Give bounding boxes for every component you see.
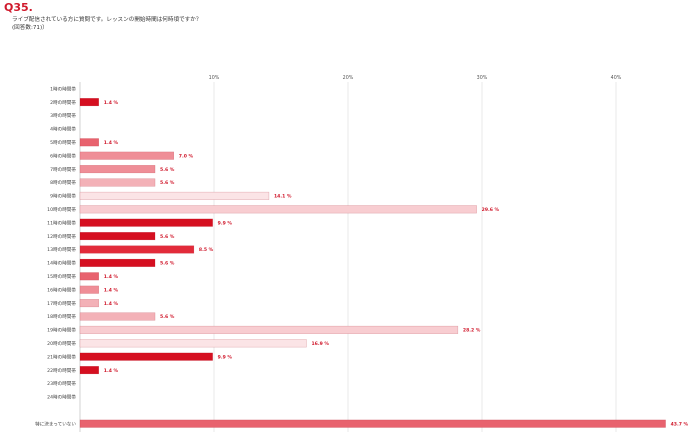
category-label: 6時の時間帯 [50, 152, 76, 159]
value-label: 43.7 % [671, 421, 689, 427]
category-label: 11時の時間帯 [47, 219, 76, 226]
category-label: 2時の時間帯 [50, 99, 76, 106]
category-label: 18時の時間帯 [47, 313, 76, 320]
value-label: 9.9 % [218, 354, 233, 360]
value-label: 5.6 % [160, 167, 175, 173]
bar [79, 285, 99, 294]
bar [79, 245, 195, 254]
bar [79, 232, 156, 241]
category-label: 17時の時間帯 [47, 300, 76, 307]
category-label: 19時の時間帯 [47, 327, 76, 334]
bar [79, 191, 270, 200]
category-label: 5時の時間帯 [50, 139, 76, 146]
category-label: 1時の時間帯 [50, 85, 76, 92]
bar [79, 205, 477, 214]
value-label: 1.4 % [104, 301, 119, 307]
bar [79, 325, 459, 334]
response-count-note: (回答数:71)） [12, 25, 48, 31]
value-label: 1.4 % [104, 140, 119, 146]
category-label: 8時の時間帯 [50, 179, 76, 186]
value-label: 5.6 % [160, 180, 175, 186]
bar [79, 272, 99, 281]
question-number: Q35. [4, 1, 33, 14]
category-label: 16時の時間帯 [47, 286, 76, 293]
value-label: 1.4 % [104, 368, 119, 374]
x-tick-label: 40% [611, 75, 622, 81]
x-tick-label: 20% [343, 75, 354, 81]
bar [79, 366, 99, 375]
bar [79, 299, 99, 308]
value-label: 1.4 % [104, 274, 119, 280]
category-label: 特に決まっていない [35, 420, 76, 427]
category-label: 9時の時間帯 [50, 193, 76, 200]
bar [79, 312, 156, 321]
value-label: 16.9 % [311, 341, 329, 347]
category-label: 13時の時間帯 [47, 246, 76, 253]
bar [79, 419, 666, 428]
category-label: 22時の時間帯 [47, 367, 76, 374]
category-label: 7時の時間帯 [50, 166, 76, 173]
question-text: ライブ配信されている方に質問です。レッスンの開始時間は何時頃ですか？ [12, 17, 202, 23]
bar [79, 138, 99, 147]
value-label: 5.6 % [160, 261, 175, 267]
bar [79, 98, 99, 107]
bar [79, 339, 307, 348]
bar [79, 165, 156, 174]
bar [79, 352, 213, 361]
value-label: 29.6 % [482, 207, 500, 213]
x-tick-label: 30% [477, 75, 488, 81]
bar [79, 258, 156, 267]
value-label: 9.9 % [218, 220, 233, 226]
category-label: 15時の時間帯 [47, 273, 76, 280]
category-label: 14時の時間帯 [47, 260, 76, 267]
category-label: 10時の時間帯 [47, 206, 76, 213]
category-label: 24時の時間帯 [47, 394, 76, 401]
value-label: 28.2 % [463, 328, 481, 334]
category-label: 12時の時間帯 [47, 233, 76, 240]
value-label: 8.5 % [199, 247, 214, 253]
value-label: 5.6 % [160, 314, 175, 320]
x-tick-label: 10% [209, 75, 220, 81]
value-label: 1.4 % [104, 100, 119, 106]
category-label: 21時の時間帯 [47, 353, 76, 360]
category-label: 23時の時間帯 [47, 380, 76, 387]
category-label: 20時の時間帯 [47, 340, 76, 347]
value-label: 5.6 % [160, 234, 175, 240]
category-label: 3時の時間帯 [50, 112, 76, 119]
category-label: 4時の時間帯 [50, 126, 76, 133]
value-label: 14.1 % [274, 194, 292, 200]
value-label: 7.0 % [179, 153, 194, 159]
bar [79, 178, 156, 187]
bar [79, 218, 213, 227]
bar [79, 151, 175, 160]
value-label: 1.4 % [104, 287, 119, 293]
